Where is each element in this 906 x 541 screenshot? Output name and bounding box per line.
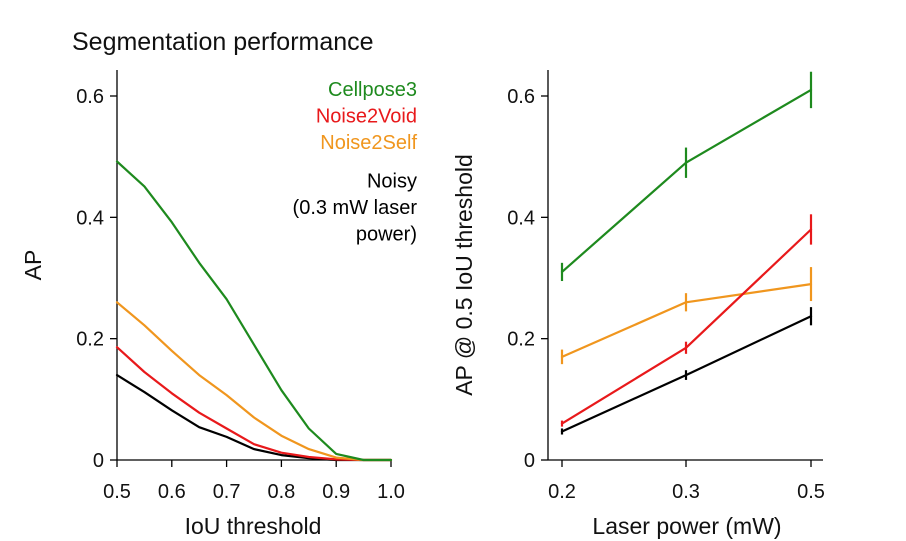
right-y-tick-label: 0.2 bbox=[507, 329, 535, 351]
right-y-tick-label: 0.6 bbox=[507, 86, 535, 108]
right-y-axis-label: AP @ 0.5 IoU threshold bbox=[451, 154, 477, 396]
left-x-tick-label: 0.6 bbox=[158, 481, 186, 503]
left-series-cellpose3 bbox=[115, 160, 393, 462]
legend-entry: Noisy bbox=[367, 171, 417, 193]
legend-entry: Noise2Void bbox=[316, 106, 417, 128]
left-x-tick-label: 0.7 bbox=[213, 481, 241, 503]
left-x-tick-label: 1.0 bbox=[377, 481, 405, 503]
chart-title: Segmentation performance bbox=[72, 28, 374, 56]
left-x-tick-label: 0.8 bbox=[267, 481, 295, 503]
left-series-noise2self bbox=[115, 301, 393, 462]
legend-entry: (0.3 mW laser bbox=[293, 197, 418, 219]
right-x-tick-label: 0.2 bbox=[548, 481, 576, 503]
legend-entry: power) bbox=[356, 224, 417, 246]
left-y-tick-label: 0.6 bbox=[76, 86, 104, 108]
left-x-axis-label: IoU threshold bbox=[185, 513, 322, 539]
right-x-tick-label: 0.3 bbox=[672, 481, 700, 503]
right-x-tick-label: 0.5 bbox=[797, 481, 825, 503]
legend-entry: Cellpose3 bbox=[328, 79, 417, 101]
left-y-tick-label: 0 bbox=[93, 450, 104, 472]
left-y-tick-label: 0.4 bbox=[76, 207, 104, 229]
left-x-tick-label: 0.5 bbox=[103, 481, 131, 503]
left-y-tick-label: 0.2 bbox=[76, 329, 104, 351]
right-series-cellpose3 bbox=[560, 88, 813, 273]
left-chart: 0 0.2 0.4 0.6 0.5 0.6 0.7 0.8 0.9 1.0 IoU thresho… bbox=[20, 70, 417, 539]
right-axes: 0 0.2 0.4 0.6 0.2 0.3 0.5 bbox=[507, 70, 825, 503]
right-series-noise2void bbox=[560, 228, 813, 425]
left-series-noise2void bbox=[115, 346, 393, 462]
legend-entry: Noise2Self bbox=[320, 132, 417, 154]
right-chart: 0 0.2 0.4 0.6 0.2 0.3 0.5 Laser power (mW) AP … bbox=[451, 70, 825, 539]
left-series-group bbox=[115, 160, 393, 462]
right-y-tick-label: 0.4 bbox=[507, 207, 535, 229]
left-axes: 0 0.2 0.4 0.6 0.5 0.6 0.7 0.8 0.9 1.0 bbox=[76, 70, 405, 503]
right-series-group bbox=[560, 71, 813, 435]
right-x-axis-label: Laser power (mW) bbox=[592, 513, 781, 539]
left-y-axis-label: AP bbox=[20, 250, 46, 281]
legend: Cellpose3 Noise2Void Noise2Self Noisy (0.3 m… bbox=[293, 79, 418, 246]
right-y-tick-label: 0 bbox=[524, 450, 535, 472]
left-x-tick-label: 0.9 bbox=[322, 481, 350, 503]
